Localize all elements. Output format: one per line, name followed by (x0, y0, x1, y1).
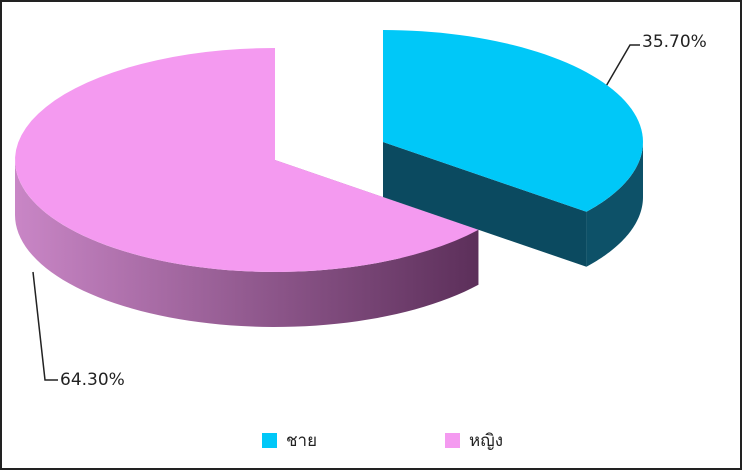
legend-label: ชาย (286, 431, 317, 451)
data-label: 35.70% (642, 32, 707, 52)
legend-swatch (262, 433, 277, 448)
slice-side (15, 160, 479, 327)
leader-line (32, 271, 58, 381)
legend-swatch (445, 433, 460, 448)
slice-side (586, 142, 643, 267)
slice-wall (383, 142, 587, 267)
leader-line (604, 44, 640, 89)
legend-label: หญิง (469, 431, 503, 451)
pie-slice (383, 30, 643, 212)
pie-slice (15, 48, 479, 272)
data-label: 64.30% (60, 370, 125, 390)
